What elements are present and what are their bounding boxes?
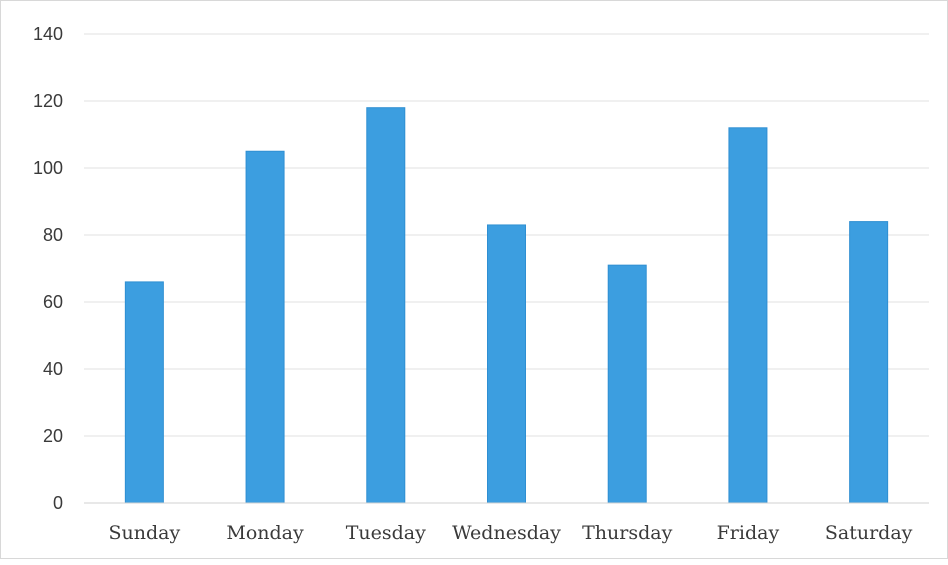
x-tick-label-saturday: Saturday [825,522,913,544]
y-tick-label: 60 [43,292,63,312]
x-tick-label-wednesday: Wednesday [452,522,561,544]
y-tick-label: 100 [33,158,63,178]
x-tick-label-tuesday: Tuesday [346,522,426,544]
y-tick-label: 40 [43,359,63,379]
x-tick-label-sunday: Sunday [108,522,180,544]
y-tick-label: 120 [33,91,63,111]
y-tick-label: 140 [33,24,63,44]
y-tick-label: 20 [43,426,63,446]
y-axis-ticks: 0 20 40 60 80 100 120 140 [33,24,63,513]
x-tick-label-friday: Friday [717,522,780,544]
bar-friday [728,127,768,504]
bar-thursday [607,264,647,504]
x-axis-ticks: Sunday Monday Tuesday Wednesday Thursday Frid… [108,522,912,544]
bars [124,107,889,504]
bar-wednesday [487,224,526,504]
bar-monday [245,150,285,504]
y-tick-label: 0 [53,493,63,513]
bar-saturday [849,221,889,504]
x-tick-label-monday: Monday [226,522,304,544]
y-tick-label: 80 [43,225,63,245]
x-tick-label-thursday: Thursday [582,522,672,544]
bar-tuesday [366,107,406,504]
bar-sunday [124,281,164,504]
